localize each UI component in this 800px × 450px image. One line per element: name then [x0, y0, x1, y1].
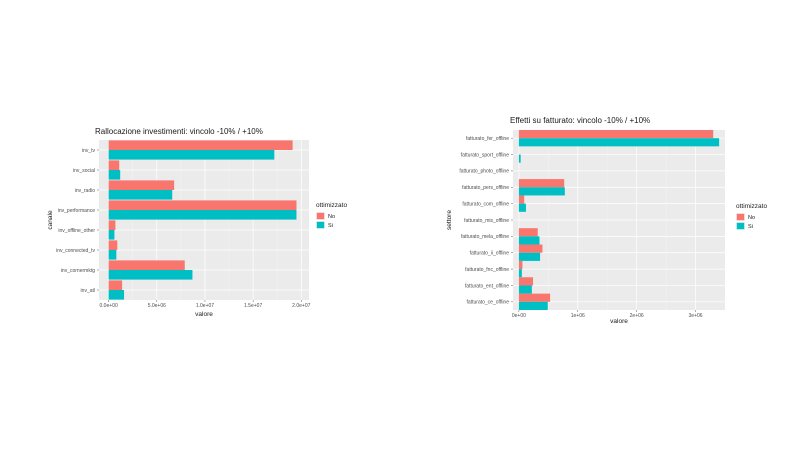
y-tick-label: fatturato_ent_offline: [465, 283, 509, 289]
bar: [518, 154, 521, 163]
bar: [108, 200, 297, 210]
left-chart: Rallocazione investimenti: vincolo -10% …: [47, 127, 347, 318]
legend-label: No: [748, 215, 755, 221]
y-tick-label: inv_offline_other: [58, 228, 95, 234]
legend-key: [736, 213, 745, 221]
bar: [518, 301, 548, 310]
y-tick-label: inv_atl: [81, 288, 95, 294]
bar: [518, 203, 526, 212]
x-axis-label: valore: [610, 318, 628, 325]
right-chart: Effetti su fatturato: vincolo -10% / +10…: [446, 116, 767, 325]
chart-title: Effetti su fatturato: vincolo -10% / +10…: [510, 116, 650, 125]
y-tick-label: fatturato_fnc_offline: [465, 267, 509, 273]
y-tick-label: inv_connected_tv: [56, 248, 95, 254]
legend-key: [736, 222, 745, 230]
y-axis-label: settore: [446, 210, 453, 230]
bar: [518, 187, 565, 196]
y-tick-label: inv_tv: [82, 148, 96, 154]
bar: [518, 138, 720, 147]
bar: [108, 290, 125, 300]
bar: [518, 277, 534, 286]
bar: [108, 190, 173, 200]
x-tick-label: 0.0e+00: [100, 303, 118, 309]
chart-title: Rallocazione investimenti: vincolo -10% …: [95, 127, 263, 136]
legend-title: ottimizzato: [316, 202, 347, 209]
x-axis-label: valore: [195, 311, 213, 318]
y-tick-label: fatturato_com_offline: [462, 201, 509, 207]
bar: [518, 244, 543, 253]
bar: [108, 210, 297, 220]
legend-title: ottimizzato: [736, 203, 767, 210]
y-tick-label: fatturato_mela_offline: [461, 234, 509, 240]
bar: [108, 220, 116, 230]
bar: [108, 170, 121, 180]
bar: [108, 250, 117, 260]
legend-label: Si: [328, 223, 333, 229]
x-tick-label: 1e+06: [571, 313, 585, 319]
bar: [108, 260, 185, 270]
bar: [108, 240, 118, 250]
x-tick-label: 2.0e+07: [292, 303, 310, 309]
bar: [518, 285, 532, 294]
bar: [108, 150, 275, 160]
bar: [518, 252, 541, 261]
x-tick-label: 1.5e+07: [244, 303, 262, 309]
y-tick-label: fatturato_photo_offline: [459, 169, 509, 175]
y-tick-label: inv_social: [73, 168, 95, 174]
bar: [108, 230, 115, 240]
x-tick-label: 3e+06: [689, 313, 703, 319]
legend-label: No: [328, 214, 335, 220]
bar: [518, 130, 714, 139]
y-axis-label: canale: [47, 210, 54, 230]
bar: [518, 179, 565, 188]
bar: [108, 180, 175, 190]
y-tick-label: fatturato_sport_offline: [461, 152, 509, 158]
bar: [108, 280, 123, 290]
legend-key: [316, 221, 325, 229]
bar: [518, 236, 540, 245]
bar: [518, 269, 522, 278]
legend-label: Si: [748, 224, 753, 230]
bar: [108, 160, 120, 170]
x-tick-label: 1.0e+07: [196, 303, 214, 309]
bar: [518, 195, 525, 204]
y-tick-label: fatturato_fer_offline: [466, 136, 509, 142]
x-tick-label: 0e+00: [512, 313, 526, 319]
y-tick-label: inv_radio: [75, 188, 96, 194]
bar: [518, 293, 551, 302]
x-tick-label: 2e+06: [630, 313, 644, 319]
y-tick-label: inv_cornermktg: [61, 268, 95, 274]
y-tick-label: fatturato_ce_offline: [467, 300, 510, 306]
y-tick-label: fatturato_mis_offline: [464, 218, 509, 224]
y-tick-label: fatturato_pers_offline: [462, 185, 509, 191]
y-tick-label: fatturato_ii_offline: [470, 251, 510, 257]
legend-key: [316, 212, 325, 220]
bar: [108, 270, 193, 280]
x-tick-label: 5.0e+06: [148, 303, 166, 309]
bar: [518, 260, 523, 270]
y-tick-label: inv_performance: [58, 208, 95, 214]
bar: [518, 228, 538, 237]
bar: [108, 140, 293, 150]
